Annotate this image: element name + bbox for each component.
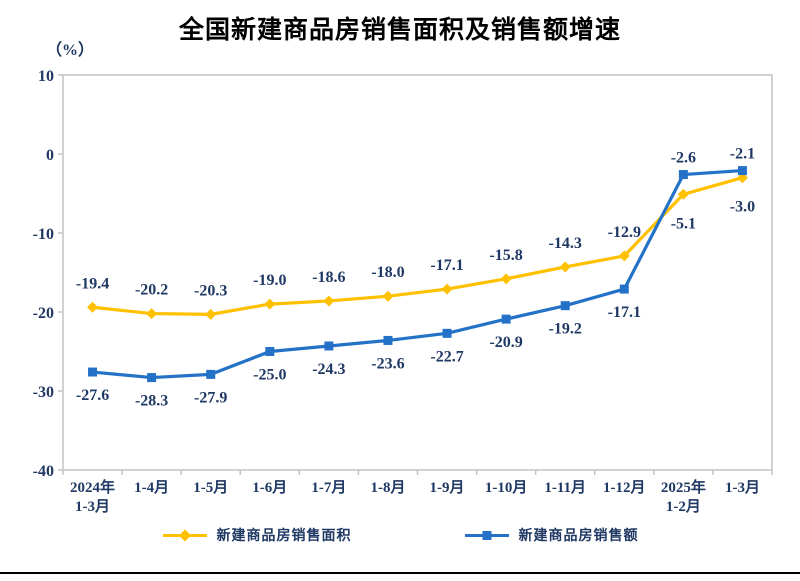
data-point-label: -18.6 <box>312 269 345 286</box>
y-axis-tick-label: -40 <box>33 463 54 480</box>
data-point-diamond <box>559 261 571 273</box>
square-marker-icon <box>482 530 491 540</box>
data-point-label: -19.0 <box>253 272 286 289</box>
data-point-diamond <box>677 188 689 200</box>
data-point-diamond <box>618 250 630 262</box>
data-point-diamond <box>382 290 394 302</box>
x-axis-category-label: 1-7月 <box>311 479 346 496</box>
x-axis-category-label: 1-10月 <box>485 479 528 496</box>
data-point-label: -28.3 <box>135 393 168 410</box>
data-point-square <box>737 166 747 176</box>
x-axis-category-label: 1-11月 <box>544 479 586 496</box>
y-axis-tick-label: -30 <box>33 384 54 401</box>
data-point-label: -17.1 <box>430 257 463 274</box>
data-point-diamond <box>264 298 276 310</box>
data-point-label: -2.1 <box>730 146 755 163</box>
data-point-label: -20.9 <box>489 334 522 351</box>
y-axis-tick-label: 10 <box>38 68 54 85</box>
y-axis-tick-label: -20 <box>33 305 54 322</box>
bottom-divider-line <box>0 572 800 574</box>
x-axis-category-label: 1-12月 <box>603 479 646 496</box>
y-axis-tick-label: 0 <box>46 147 54 164</box>
chart-title: 全国新建商品房销售面积及销售额增速 <box>178 17 621 44</box>
data-point-label: -20.2 <box>135 282 168 299</box>
data-point-label: -3.0 <box>730 199 755 216</box>
data-point-square <box>383 335 393 345</box>
legend-label-sales-amount: 新建商品房销售额 <box>518 529 639 544</box>
series-line-0 <box>90 176 745 316</box>
legend-item-sales-area: 新建商品房销售面积 <box>162 525 352 545</box>
legend-label-sales-area: 新建商品房销售面积 <box>216 529 352 544</box>
data-point-label: -19.4 <box>76 275 109 292</box>
data-point-label: -15.8 <box>489 247 522 264</box>
data-point-label: -20.3 <box>194 282 227 299</box>
data-point-label: -22.7 <box>430 348 463 365</box>
data-point-square <box>147 373 157 383</box>
data-point-label: -12.9 <box>608 224 641 241</box>
sales-amount-legend-marker <box>464 530 509 540</box>
x-axis-category-label: 2025年 1-2月 <box>661 478 706 515</box>
data-point-label: -17.1 <box>608 304 641 321</box>
data-point-square <box>560 301 570 311</box>
data-point-label: -19.2 <box>549 321 582 338</box>
data-point-square <box>206 369 216 379</box>
x-axis-category-label: 1-6月 <box>252 479 287 496</box>
chart-legend: 新建商品房销售面积 新建商品房销售额 <box>0 525 800 545</box>
data-point-square <box>88 367 98 377</box>
diamond-marker-icon <box>178 529 191 541</box>
data-point-label: -27.6 <box>76 387 109 404</box>
data-point-square <box>619 284 629 294</box>
data-point-diamond <box>500 273 512 285</box>
y-axis-unit-label: （%） <box>46 42 95 59</box>
data-point-square <box>324 341 334 351</box>
y-axis-tick-label: -10 <box>33 226 54 243</box>
data-point-label: -5.1 <box>671 215 696 232</box>
data-point-label: -25.0 <box>253 367 286 384</box>
data-point-label: -27.9 <box>194 389 227 406</box>
data-point-label: -18.0 <box>371 264 404 281</box>
data-point-label: -24.3 <box>312 361 345 378</box>
legend-item-sales-amount: 新建商品房销售额 <box>464 525 639 545</box>
data-point-square <box>678 170 688 180</box>
data-point-diamond <box>441 283 453 295</box>
plot-border <box>62 74 773 471</box>
data-point-label: -23.6 <box>371 355 404 372</box>
series-line-1 <box>90 168 745 380</box>
x-axis-category-label: 1-3月 <box>725 479 760 496</box>
x-axis-category-label: 1-8月 <box>370 479 405 496</box>
data-point-diamond <box>323 295 335 307</box>
data-point-square <box>442 328 452 338</box>
data-point-diamond <box>87 301 99 313</box>
x-axis-category-label: 1-5月 <box>193 479 228 496</box>
data-point-label: -2.6 <box>671 150 696 167</box>
data-point-square <box>501 314 511 324</box>
data-point-diamond <box>205 308 217 320</box>
x-axis-category-label: 1-9月 <box>430 479 465 496</box>
x-axis-category-label: 2024年 1-3月 <box>70 478 115 515</box>
data-point-diamond <box>146 308 158 320</box>
sales-area-legend-marker <box>162 529 207 541</box>
x-axis-category-label: 1-4月 <box>134 479 169 496</box>
data-point-label: -14.3 <box>549 235 582 252</box>
data-point-square <box>265 347 275 356</box>
